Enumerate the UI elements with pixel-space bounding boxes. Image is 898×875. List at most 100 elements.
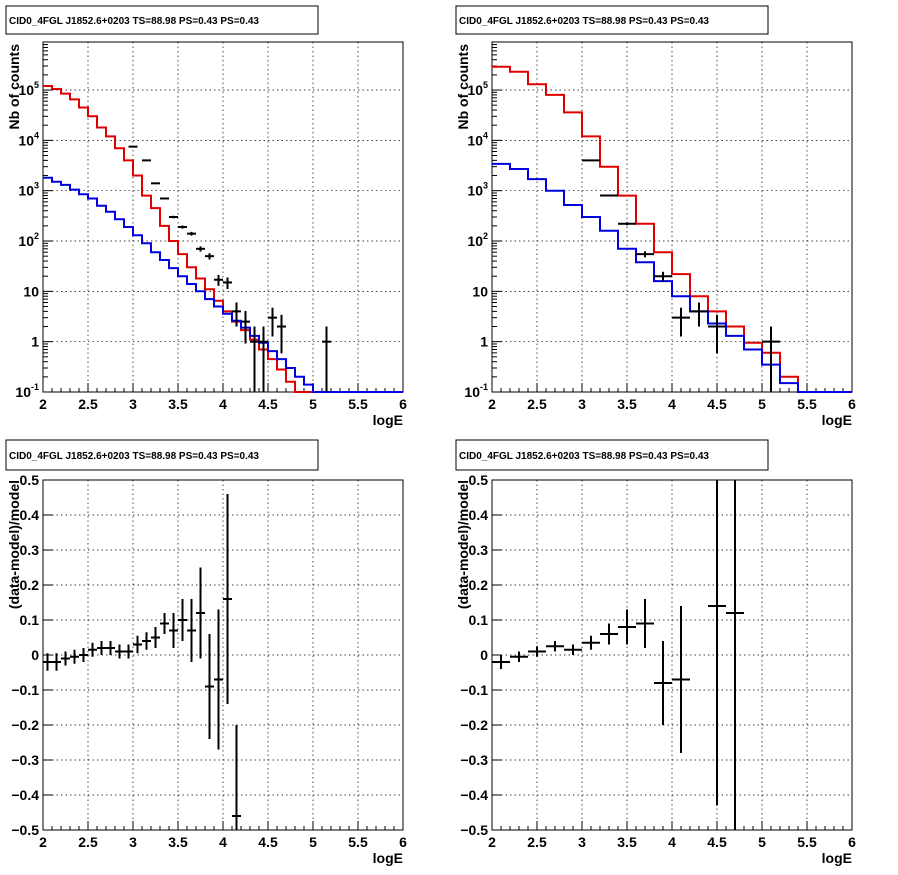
y-axis-label: Nb of counts [6,44,22,130]
x-tick-label: 4 [668,834,676,850]
data-point [97,641,106,655]
y-tick-label: 102 [467,231,488,249]
x-tick-label: 2.5 [78,396,98,412]
x-tick-label: 4 [219,396,227,412]
data-point [151,627,160,648]
title-box [5,5,319,35]
y-tick-label: 0.1 [469,612,489,628]
title-box [455,439,769,471]
x-tick-label: 5.5 [348,396,368,412]
data-point [654,641,672,725]
data-point [690,302,708,327]
panel-top-left-counts: CID0_4FGL J1852.6+0203 TS=88.98 PS=0.43 … [5,5,407,428]
x-tick-label: 3.5 [617,396,637,412]
y-axis-label: Nb of counts [455,44,471,130]
y-tick-label: 104 [467,130,488,148]
data-point [214,274,223,286]
x-tick-label: 4.5 [707,834,727,850]
chart-title: CID0_4FGL J1852.6+0203 TS=88.98 PS=0.43 … [9,16,259,27]
x-tick-label: 3 [578,396,586,412]
y-tick-label: −0.2 [11,717,39,733]
y-tick-label: −0.4 [11,787,39,803]
x-tick-label: 4.5 [258,834,278,850]
x-tick-label: 6 [399,396,407,412]
y-axis-label: (data-model)/model [455,480,471,609]
y-tick-label: 104 [18,130,39,148]
x-axis-label: logE [822,412,852,428]
data-point [618,222,636,226]
x-tick-label: 2.5 [527,834,547,850]
data-point [232,725,241,830]
data-point [187,599,196,662]
data-point [187,231,196,236]
y-tick-label: −0.5 [11,822,39,838]
data-point [106,641,115,655]
x-tick-label: 4.5 [707,396,727,412]
y-tick-label: 10-1 [464,382,488,400]
data-point [178,599,187,641]
x-tick-label: 2 [488,396,496,412]
data-point [178,225,187,229]
y-tick-label: 0.3 [469,542,489,558]
title-box [455,5,769,35]
chart-title: CID0_4FGL J1852.6+0203 TS=88.98 PS=0.43 … [459,451,709,462]
chart-title: CID0_4FGL J1852.6+0203 TS=88.98 PS=0.43 … [459,16,709,27]
y-tick-label: −0.3 [460,752,488,768]
data-point [142,632,151,650]
panel-top-right-counts: CID0_4FGL J1852.6+0203 TS=88.98 PS=0.43 … [455,5,856,428]
x-axis-label: logE [373,850,403,866]
y-tick-label: 103 [18,181,39,199]
y-tick-label: −0.4 [460,787,488,803]
data-point [636,599,654,648]
data-point [250,326,259,392]
x-tick-label: 5.5 [797,396,817,412]
x-tick-label: 4 [668,396,676,412]
total-model-histogram [492,65,852,393]
data-point [762,326,780,392]
data-point [205,634,214,739]
data-point [546,641,564,652]
chart-title: CID0_4FGL J1852.6+0203 TS=88.98 PS=0.43 … [9,451,259,462]
x-tick-label: 4.5 [258,396,278,412]
x-tick-label: 5.5 [348,834,368,850]
y-axis-label: (data-model)/model [6,480,22,609]
data-point [124,644,133,659]
x-tick-label: 3 [129,396,137,412]
x-tick-label: 2 [39,396,47,412]
x-tick-label: 5 [309,834,317,850]
x-tick-label: 5 [758,396,766,412]
data-point [268,307,277,337]
x-tick-label: 5 [309,396,317,412]
plot-frame [491,41,853,393]
data-point [600,623,618,645]
x-tick-label: 5.5 [797,834,817,850]
y-tick-label: −0.2 [460,717,488,733]
y-tick-label: 0 [480,647,488,663]
y-tick-label: 103 [467,181,488,199]
data-point [205,253,214,260]
x-axis-label: logE [822,850,852,866]
y-tick-label: 0.4 [469,507,489,523]
data-point [160,197,169,200]
data-point [322,326,331,392]
y-tick-label: 1 [480,334,488,350]
x-tick-label: 5 [758,834,766,850]
panel-bottom-right-residuals: CID0_4FGL J1852.6+0203 TS=88.98 PS=0.43 … [455,439,856,866]
y-tick-label: 0.5 [20,472,40,488]
x-tick-label: 2 [39,834,47,850]
source-model-histogram [43,176,403,393]
data-point [277,314,286,354]
data-point [672,307,690,337]
title-box [5,439,319,471]
y-tick-label: 1 [31,334,39,350]
x-tick-label: 3 [578,834,586,850]
x-tick-label: 2 [488,834,496,850]
data-point [133,635,142,654]
data-point [528,646,546,657]
data-point [88,642,97,657]
data-point [259,326,268,392]
data-point [708,480,726,806]
data-point [52,653,61,671]
data-point [223,494,232,704]
